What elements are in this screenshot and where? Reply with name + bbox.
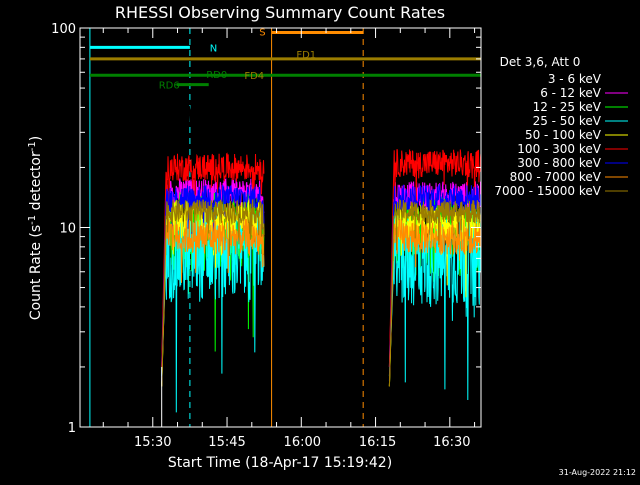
flag-label-fd1: FD1 — [296, 50, 316, 61]
legend-label-6: 300 - 800 keV — [517, 156, 601, 170]
chart-title: RHESSI Observing Summary Count Rates — [115, 3, 445, 22]
y-axis-label-prefix: Count Rate (s — [28, 225, 44, 320]
x-tick-label: 16:15 — [359, 435, 396, 450]
y-axis-label-sup-2: -1 — [27, 141, 38, 151]
series-trace-0 — [161, 101, 481, 367]
flag-label-n: N — [210, 43, 217, 54]
flag-label-rd0: RD0 — [206, 70, 227, 81]
legend-label-4: 50 - 100 keV — [525, 128, 602, 142]
y-axis-label-close: ) — [28, 136, 44, 141]
y-axis-label-sup: -1 — [27, 215, 38, 225]
flag-label-fd4: FD4 — [244, 71, 264, 82]
series-trace-7 — [161, 216, 481, 387]
y-tick-label: 1 — [68, 421, 76, 436]
series-trace-8 — [161, 198, 481, 387]
x-tick-label: 16:00 — [284, 435, 321, 450]
x-axis-label: Start Time (18-Apr-17 15:19:42) — [168, 455, 392, 471]
legend-label-5: 100 - 300 keV — [517, 142, 601, 156]
legend-title: Det 3,6, Att 0 — [500, 55, 581, 69]
legend-label-3: 25 - 50 keV — [533, 114, 602, 128]
flag-label-rd6: RD6 — [159, 81, 180, 92]
series-trace-5 — [161, 149, 481, 367]
timestamp: 31-Aug-2022 21:12 — [559, 468, 636, 477]
legend-label-7: 800 - 7000 keV — [510, 170, 602, 184]
x-tick-label: 15:30 — [134, 435, 171, 450]
legend-label-2: 12 - 25 keV — [533, 100, 602, 114]
y-axis-label-suffix: detector — [28, 151, 44, 215]
plot-frame — [79, 27, 482, 428]
legend-label-0: 3 - 6 keV — [548, 72, 602, 86]
x-tick-label: 15:45 — [208, 435, 245, 450]
flag-label-s: S — [259, 27, 265, 38]
y-tick-label: 10 — [59, 222, 76, 237]
y-tick-label: 100 — [51, 22, 76, 37]
x-tick-label: 16:30 — [433, 435, 470, 450]
y-axis-label: Count Rate (s-1 detector-1) — [27, 136, 44, 320]
legend-label-1: 6 - 12 keV — [540, 86, 602, 100]
legend-label-8: 7000 - 15000 keV — [494, 184, 601, 198]
